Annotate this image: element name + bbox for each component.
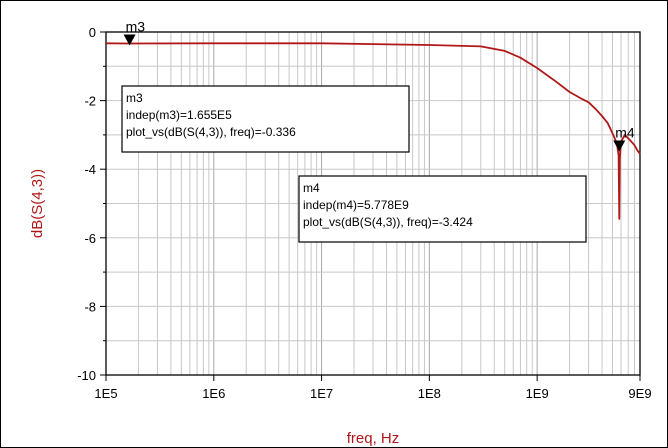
series-line <box>105 42 641 220</box>
y-tick-label: -6 <box>84 231 96 246</box>
x-tick-label: 1E7 <box>310 386 333 401</box>
marker-triangle[interactable] <box>613 140 626 152</box>
y-tick-label: -4 <box>84 162 96 177</box>
y-tick-label: -10 <box>77 368 96 383</box>
x-axis-label: freq, Hz <box>347 430 400 447</box>
y-tick-label: 0 <box>89 25 96 40</box>
x-tick-label: 9E9 <box>628 386 651 401</box>
y-tick-label: -8 <box>84 299 96 314</box>
marker-name-label: m3 <box>126 19 146 35</box>
x-tick-label: 1E6 <box>202 386 225 401</box>
x-tick-label: 1E9 <box>526 386 549 401</box>
marker-readout-box <box>121 85 410 153</box>
marker-readout-line: indep(m3)=1.655E5 <box>126 108 232 122</box>
x-tick-label: 1E5 <box>94 386 117 401</box>
marker-readout-line: m4 <box>303 181 320 195</box>
marker-name-label: m4 <box>615 124 635 140</box>
marker-readout-line: m3 <box>126 91 143 105</box>
y-axis-label: dB(S(4,3)) <box>29 169 46 238</box>
marker-readout-line: plot_vs(dB(S(4,3)), freq)=-3.424 <box>303 215 473 229</box>
marker-readout-line: plot_vs(dB(S(4,3)), freq)=-0.336 <box>126 125 296 139</box>
marker-triangle[interactable] <box>123 34 136 46</box>
y-tick-label: -2 <box>84 94 96 109</box>
marker-readout-box <box>298 175 587 243</box>
marker-readout-line: indep(m4)=5.778E9 <box>303 198 409 212</box>
x-tick-label: 1E8 <box>418 386 441 401</box>
